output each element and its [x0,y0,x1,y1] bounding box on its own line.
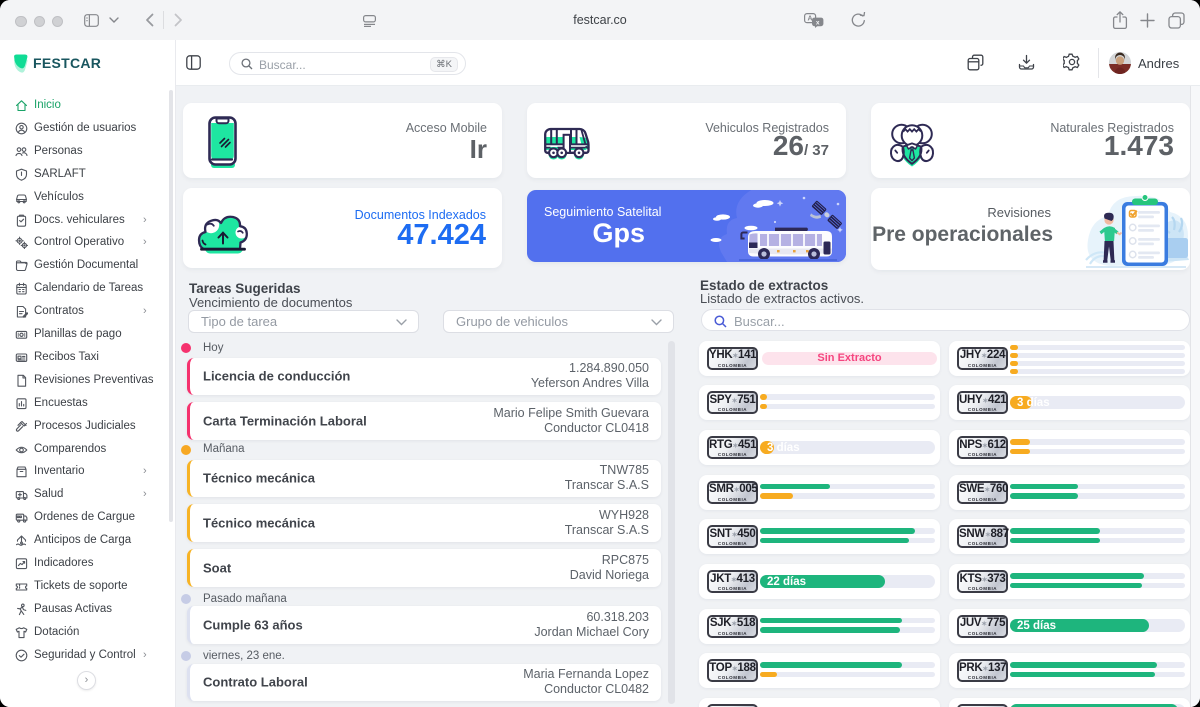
svg-text:A: A [807,16,812,23]
svg-text:x: x [816,19,820,26]
